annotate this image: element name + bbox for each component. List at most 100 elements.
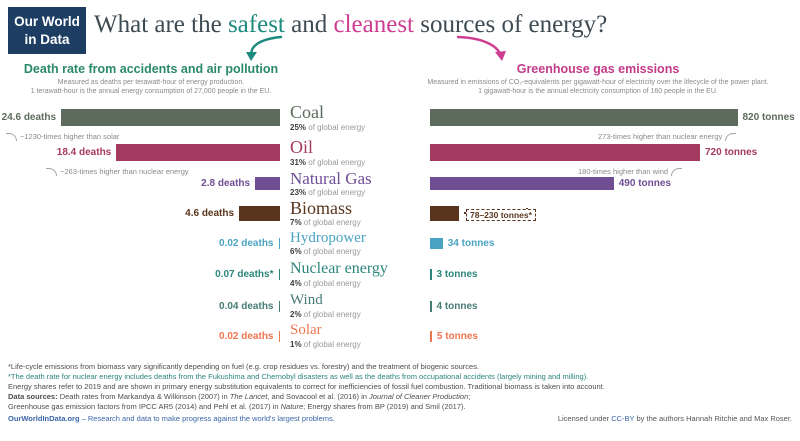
- note-connector-icon: [725, 133, 737, 141]
- ghg-sources-journal: Nature: [280, 401, 304, 411]
- footnote-energy-shares: Energy shares refer to 2019 and are show…: [8, 381, 605, 391]
- ghg-zone: 4 tonnes: [430, 300, 800, 312]
- owid-link-tagline: – Research and data to make progress aga…: [79, 414, 335, 424]
- death-value-label: 24.6 deaths: [1, 112, 57, 123]
- energy-label: Hydropower 6% of global energy: [280, 229, 430, 256]
- ghg-zone: 5 tonnes: [430, 330, 800, 342]
- share-suffix: of global energy: [306, 157, 366, 167]
- death-bar: [255, 177, 280, 190]
- sources-journal-1: The Lancet: [229, 391, 268, 401]
- owid-credit: OurWorldInData.org – Research and data t…: [8, 414, 335, 424]
- energy-name: Wind: [290, 292, 323, 309]
- death-note: ~263-times higher than nuclear energy: [46, 167, 189, 176]
- energy-row-oil: ~263-times higher than nuclear energy 18…: [0, 135, 800, 176]
- death-zone: 0.07 deaths*: [0, 269, 280, 280]
- share-percent: 23%: [290, 188, 307, 198]
- ccby-link[interactable]: CC-BY: [611, 414, 635, 424]
- energy-row-wind: 0.04 deaths Wind 2% of global energy 4 t…: [0, 291, 800, 321]
- death-value-label: 4.6 deaths: [185, 207, 235, 219]
- death-note: ~1230-times higher than solar: [6, 132, 119, 141]
- ghg-heading: Greenhouse gas emissions: [516, 62, 680, 76]
- sources-text-2: , and Sovacool et al. (2016) in: [267, 391, 370, 401]
- sources-text-1: Death rates from Markandya & Wilkinson (…: [57, 391, 230, 401]
- energy-share: 23% of global energy: [290, 188, 430, 197]
- title-cleanest: cleanest: [333, 11, 414, 38]
- ghg-bar: [430, 109, 738, 126]
- death-bar: [278, 269, 280, 280]
- license-text: Licensed under CC-BY by the authors Hann…: [558, 414, 792, 424]
- ghg-value-label: 3 tonnes: [436, 269, 478, 280]
- energy-label: Solar 1% of global energy: [280, 322, 430, 349]
- death-value-label: 0.02 deaths: [219, 238, 274, 249]
- share-percent: 31%: [290, 157, 307, 167]
- footnote-biomass: *Life-cycle emissions from biomass vary …: [8, 362, 480, 371]
- footnote-nuclear: *The death rate for nuclear energy inclu…: [8, 371, 589, 381]
- death-rate-sub2: 1 terawatt-hour is the annual energy con…: [30, 88, 272, 96]
- energy-label: Biomass 7% of global energy: [280, 198, 430, 227]
- share-percent: 2%: [290, 309, 302, 319]
- owid-logo: Our World in Data: [8, 7, 86, 54]
- death-bar: [239, 205, 280, 221]
- ghg-note: 273-times higher than nuclear energy: [598, 132, 737, 141]
- ghg-sub2: 1 gigawatt-hour is the annual electricit…: [478, 88, 718, 96]
- energy-row-biomass: 4.6 deaths Biomass 7% of global energy 7…: [0, 197, 800, 229]
- ghg-bar: [430, 177, 614, 190]
- energy-row-natural-gas: 2.8 deaths Natural Gas 23% of global ene…: [0, 168, 800, 198]
- title-suffix: sources of energy?: [414, 11, 608, 38]
- owid-link-site: OurWorldInData.org: [8, 414, 80, 424]
- energy-name: Coal: [290, 102, 324, 123]
- death-zone: 0.02 deaths: [0, 330, 280, 342]
- energy-name: Hydropower: [290, 229, 366, 246]
- energy-share: 7% of global energy: [290, 218, 430, 227]
- ghg-bar: [430, 238, 443, 249]
- ghg-sources-text-1: Greenhouse gas emission factors from IPC…: [8, 401, 281, 411]
- ghg-value-label: 820 tonnes: [742, 112, 795, 123]
- ghg-value-label: 34 tonnes: [447, 238, 495, 249]
- data-sources-label: Data sources:: [8, 391, 58, 401]
- ghg-bar: [430, 330, 432, 342]
- license-pre: Licensed under: [557, 414, 612, 424]
- owid-link[interactable]: OurWorldInData.org – Research and data t…: [8, 414, 335, 423]
- ghg-zone: 490 tonnes: [430, 177, 800, 190]
- chart-title: What are the safest and cleanest sources…: [94, 11, 607, 39]
- death-zone: 4.6 deaths: [0, 205, 280, 221]
- death-zone: 0.02 deaths: [0, 238, 280, 249]
- death-zone: ~1230-times higher than solar 24.6 death…: [0, 109, 280, 141]
- title-prefix: What are the: [94, 11, 228, 38]
- energy-name: Natural Gas: [290, 168, 372, 188]
- chart-rows: ~1230-times higher than solar 24.6 death…: [0, 100, 800, 351]
- license-post: by the authors Hannah Ritchie and Max Ro…: [634, 414, 792, 424]
- death-value-label: 0.07 deaths*: [215, 269, 274, 280]
- energy-share: 2% of global energy: [290, 310, 430, 319]
- ghg-sub1: Measured in emissions of CO₂-equivalents…: [427, 79, 769, 86]
- death-value-label: 18.4 deaths: [56, 147, 112, 158]
- energy-name: Solar: [290, 322, 322, 339]
- share-suffix: of global energy: [301, 339, 361, 349]
- death-rate-panel-header: Death rate from accidents and air pollut…: [4, 62, 298, 97]
- death-zone: ~263-times higher than nuclear energy 18…: [0, 144, 280, 176]
- share-suffix: of global energy: [301, 247, 361, 257]
- sources-journal-2: Journal of Cleaner Production: [369, 391, 469, 401]
- death-value-label: 0.04 deaths: [219, 300, 274, 312]
- energy-label: Oil 31% of global energy: [280, 137, 430, 167]
- death-note-text: ~263-times higher than nuclear energy: [60, 167, 189, 176]
- note-connector-icon: [671, 168, 683, 176]
- death-zone: 0.04 deaths: [0, 300, 280, 312]
- ghg-sources-text-2: ; Energy shares from BP (2019) and Smil …: [303, 401, 466, 411]
- footnote-data-sources: Data sources: Death rates from Markandya…: [8, 392, 792, 402]
- energy-name: Oil: [290, 137, 314, 158]
- death-bar: [116, 144, 280, 161]
- share-percent: 1%: [290, 339, 302, 349]
- ghg-range-label: 78–230 tonnes*: [466, 208, 536, 221]
- death-bar: [61, 109, 280, 126]
- energy-row-nuclear: 0.07 deaths* Nuclear energy 4% of global…: [0, 258, 800, 291]
- energy-name: Nuclear energy: [290, 260, 388, 278]
- ghg-bar: [430, 144, 700, 161]
- title-safest: safest: [227, 11, 285, 38]
- death-bar: [278, 300, 280, 312]
- ghg-zone: 820 tonnes 273-times higher than nuclear…: [430, 109, 800, 141]
- energy-share: 4% of global energy: [290, 279, 430, 288]
- energy-share: 6% of global energy: [290, 247, 430, 256]
- energy-row-coal: ~1230-times higher than solar 24.6 death…: [0, 100, 800, 141]
